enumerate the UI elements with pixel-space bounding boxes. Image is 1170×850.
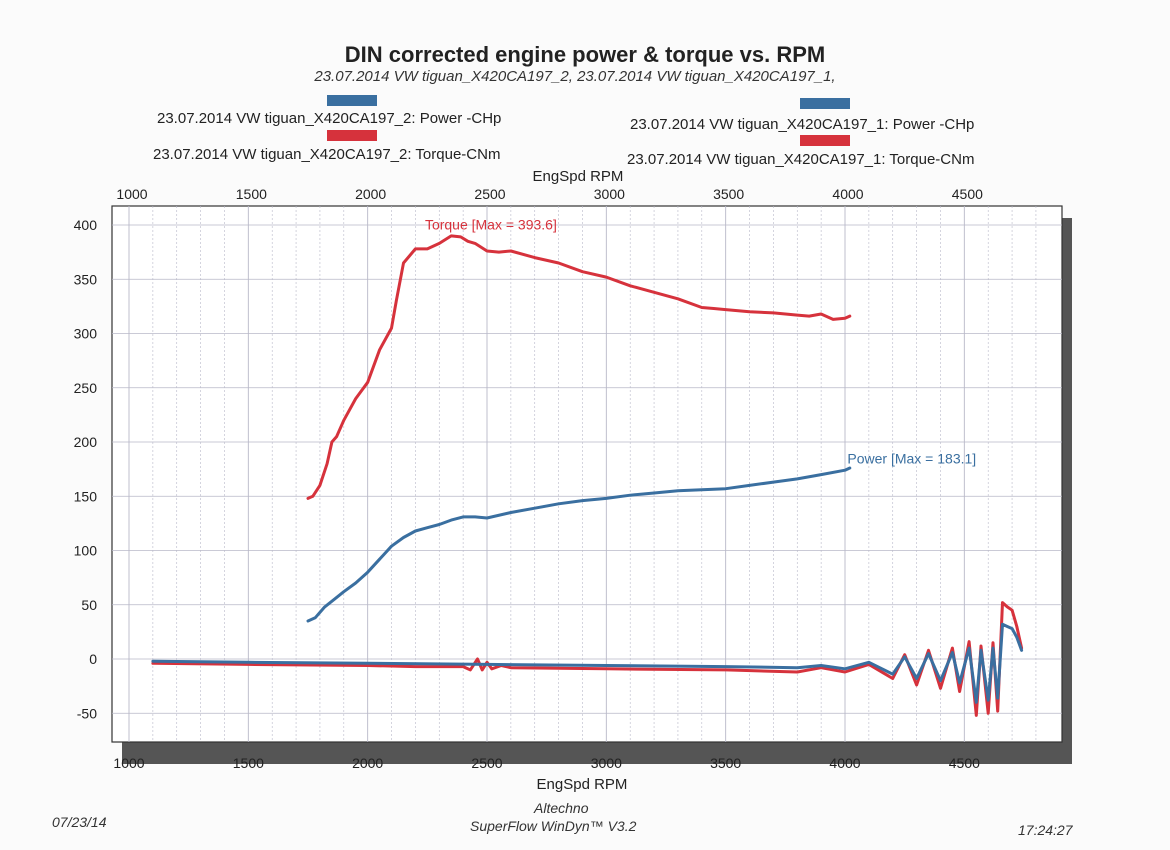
footer-time: 17:24:27 — [1018, 822, 1073, 838]
y-tick-label: 300 — [74, 326, 98, 342]
x2-tick-label: 2500 — [474, 186, 505, 202]
y-tick-label: 200 — [74, 434, 98, 450]
x2-tick-label: 1000 — [116, 186, 147, 202]
x2-tick-label: 1500 — [236, 186, 267, 202]
x2-axis-label: EngSpd RPM — [533, 168, 624, 185]
legend-swatch-right-torque — [800, 135, 850, 146]
x2-tick-label: 3500 — [713, 186, 744, 202]
y-tick-label: 350 — [74, 271, 98, 287]
y-tick-label: 50 — [81, 597, 97, 613]
legend-right-torque: 23.07.2014 VW tiguan_X420CA197_1: Torque… — [627, 151, 975, 168]
footer-date: 07/23/14 — [52, 814, 107, 830]
footer-company: Altechno — [534, 800, 589, 816]
x-tick-label: 1000 — [113, 755, 144, 771]
x2-tick-label: 4500 — [952, 186, 983, 202]
legend-swatch-left-torque — [327, 130, 377, 141]
x-tick-label: 4000 — [829, 755, 860, 771]
legend-right-power: 23.07.2014 VW tiguan_X420CA197_1: Power … — [630, 116, 975, 133]
y-tick-label: 0 — [89, 651, 97, 667]
x-tick-label: 2000 — [352, 755, 383, 771]
plot-area — [111, 205, 1063, 743]
annotation-power: Power [Max = 183.1] — [847, 451, 976, 467]
y-tick-label: 400 — [74, 217, 98, 233]
footer-software: SuperFlow WinDyn™ V3.2 — [470, 818, 637, 834]
annotation-torque: Torque [Max = 393.6] — [425, 216, 557, 232]
series-line-1 — [306, 234, 852, 500]
x2-tick-label: 3000 — [594, 186, 625, 202]
y-tick-label: 250 — [74, 380, 98, 396]
series-line-2 — [306, 466, 852, 623]
chart-subtitle: 23.07.2014 VW tiguan_X420CA197_2, 23.07.… — [314, 68, 836, 85]
x-tick-label: 3000 — [591, 755, 622, 771]
x-tick-label: 3500 — [710, 755, 741, 771]
legend-left-torque: 23.07.2014 VW tiguan_X420CA197_2: Torque… — [153, 146, 501, 163]
x-axis-label: EngSpd RPM — [537, 776, 628, 793]
y-tick-label: 100 — [74, 543, 98, 559]
legend-swatch-left-power — [327, 95, 377, 106]
chart-title: DIN corrected engine power & torque vs. … — [344, 42, 826, 67]
legend-left-power: 23.07.2014 VW tiguan_X420CA197_2: Power … — [157, 110, 502, 127]
legend-swatch-right-power — [800, 98, 850, 109]
x2-tick-label: 2000 — [355, 186, 386, 202]
x2-tick-label: 4000 — [832, 186, 863, 202]
x-tick-label: 2500 — [471, 755, 502, 771]
x-tick-label: 1500 — [233, 755, 264, 771]
x-tick-label: 4500 — [949, 755, 980, 771]
y-tick-label: -50 — [77, 705, 97, 721]
series-line-4 — [151, 622, 1024, 704]
y-tick-label: 150 — [74, 488, 98, 504]
